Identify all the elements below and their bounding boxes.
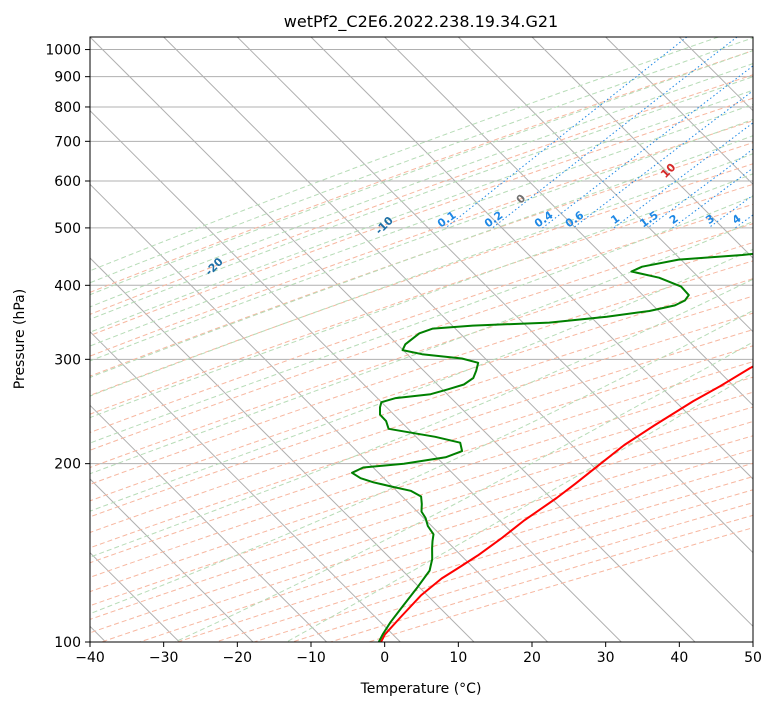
y-axis-label: Pressure (hPa) bbox=[12, 289, 28, 389]
isotherm-line bbox=[90, 109, 622, 642]
dry-adiabat-line bbox=[215, 476, 753, 642]
dry-adiabat-line bbox=[90, 278, 753, 502]
dry-adiabat-line bbox=[101, 435, 753, 642]
moist-adiabat-line bbox=[90, 278, 753, 558]
dry-adiabat-line bbox=[90, 183, 753, 415]
x-tick-label: −30 bbox=[149, 650, 179, 666]
y-axis-ticks: 100 200 300 400 500 600 700 800 900 1000 bbox=[45, 43, 90, 651]
x-tick-label: −10 bbox=[296, 650, 326, 666]
plot-frame bbox=[89, 36, 754, 643]
mixing-ratio-line bbox=[542, 65, 753, 229]
isotherm-line bbox=[90, 257, 475, 642]
dry-adiabat-line bbox=[90, 142, 753, 377]
sounding-profiles bbox=[351, 252, 753, 642]
x-tick-label: −40 bbox=[75, 650, 105, 666]
moist-adiabat-line bbox=[90, 195, 753, 444]
y-tick-label: 300 bbox=[54, 352, 81, 368]
dry-adiabat-line bbox=[90, 223, 753, 451]
y-tick-label: 700 bbox=[54, 134, 81, 150]
x-tick-label: 50 bbox=[744, 650, 762, 666]
dry-adiabats bbox=[90, 50, 753, 642]
dry-adiabat-line bbox=[90, 312, 753, 533]
moist-adiabats bbox=[90, 37, 753, 642]
mixing-ratio-lines bbox=[445, 37, 753, 229]
mixing-ratio-line bbox=[445, 37, 688, 229]
dry-adiabat-line bbox=[90, 361, 753, 578]
y-tick-label: 400 bbox=[54, 278, 81, 294]
y-tick-label: 600 bbox=[54, 174, 81, 190]
x-tick-label: −20 bbox=[223, 650, 253, 666]
isotherm-line bbox=[531, 37, 753, 259]
x-tick-label: 30 bbox=[597, 650, 615, 666]
isotherm-line bbox=[90, 330, 401, 642]
moist-adiabat-line bbox=[90, 89, 753, 333]
isotherm-grid bbox=[90, 37, 753, 642]
x-tick-label: 20 bbox=[523, 650, 541, 666]
x-tick-label: 10 bbox=[449, 650, 467, 666]
dry-adiabat-line bbox=[254, 489, 753, 642]
moist-adiabat-line bbox=[90, 76, 753, 320]
dry-adiabat-line bbox=[139, 449, 753, 642]
y-tick-label: 1000 bbox=[45, 43, 81, 59]
moist-adiabat-line bbox=[90, 135, 753, 378]
isotherm-line bbox=[90, 183, 549, 642]
moist-adiabat-line bbox=[90, 173, 753, 419]
dry-adiabat-line bbox=[90, 376, 753, 593]
moist-adiabat-line bbox=[90, 63, 753, 308]
isotherm-line bbox=[457, 37, 753, 333]
isobar-grid bbox=[90, 49, 753, 642]
y-tick-label: 100 bbox=[54, 635, 81, 651]
y-tick-label: 200 bbox=[54, 457, 81, 473]
dry-adiabat-line bbox=[177, 462, 753, 642]
x-axis-ticks: −40 −30 −20 −10 0 10 20 30 40 50 bbox=[75, 642, 762, 666]
isotherm-line bbox=[163, 37, 753, 628]
moist-adiabat-line bbox=[90, 37, 719, 272]
x-tick-label: 0 bbox=[380, 650, 389, 666]
isotherm-line bbox=[90, 404, 328, 642]
isotherm-line bbox=[90, 37, 696, 642]
dry-adiabat-line bbox=[90, 345, 753, 564]
y-tick-label: 800 bbox=[54, 100, 81, 116]
x-axis-label: Temperature (°C) bbox=[360, 681, 482, 697]
isotherm-line bbox=[236, 37, 753, 554]
isotherm-line bbox=[605, 37, 753, 186]
plot-area: 0.10.20.40.611.52346810131620253036-100-… bbox=[90, 37, 753, 642]
isotherm-line bbox=[384, 37, 753, 407]
y-tick-label: 500 bbox=[54, 221, 81, 237]
chart-title: wetPf2_C2E6.2022.238.19.34.G21 bbox=[284, 12, 558, 32]
mixing-ratio-line bbox=[613, 122, 753, 229]
moist-adiabat-line bbox=[174, 341, 753, 642]
y-tick-label: 900 bbox=[54, 70, 81, 86]
dry-adiabat-line bbox=[90, 329, 753, 549]
dry-adiabat-line bbox=[90, 203, 753, 434]
dewpoint-profile-line bbox=[351, 252, 753, 642]
x-tick-label: 40 bbox=[670, 650, 688, 666]
isotherm-line bbox=[310, 37, 753, 480]
moist-adiabat-line bbox=[90, 37, 753, 284]
mixing-ratio-line bbox=[672, 167, 753, 229]
moist-adiabat-line bbox=[90, 50, 753, 296]
temperature-profile-line bbox=[380, 365, 753, 642]
dry-adiabat-line bbox=[90, 241, 753, 469]
